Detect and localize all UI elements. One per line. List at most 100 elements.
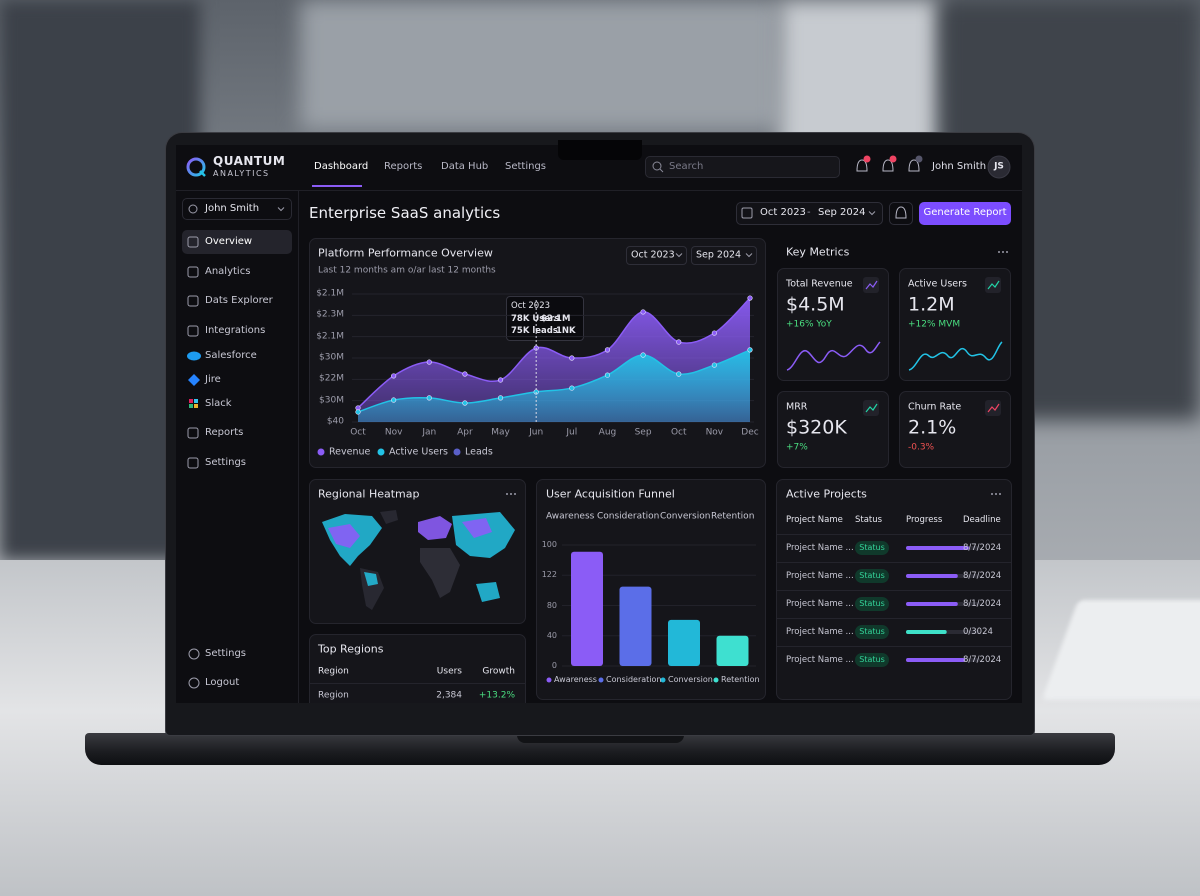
nav-item[interactable]: Settings [505,161,547,172]
metric-icon-glyph [987,403,1000,413]
metric-value: $320K [786,416,847,439]
progress-bar [906,574,958,578]
sidebar-item[interactable]: Overview [205,236,253,247]
section-title: User Acquisition Funnel [546,487,675,501]
legend-label: Leads [465,446,493,458]
point [391,397,397,403]
y-tick-label: $30M [319,395,344,406]
sidebar-item[interactable]: Settings [205,648,247,659]
search-box[interactable] [645,156,840,178]
sidebar-item[interactable]: Logout [205,677,240,688]
project-name[interactable]: Project Name ... [786,542,854,553]
funnel-tab[interactable]: Awareness [546,511,595,522]
nav-item[interactable]: Data Hub [441,161,489,172]
nav-item[interactable]: Reports [384,161,423,172]
sidebar-item[interactable]: Dats Explorer [205,295,273,306]
table-header: Growth [482,666,515,677]
filter-dropdown[interactable] [691,246,757,265]
y-tick-label: $2.1M [316,288,344,299]
point [462,371,468,377]
tooltip-text: 75K leads [511,325,558,336]
notification-icon [882,159,894,172]
filter-label[interactable]: Sep 2024 [696,249,742,261]
status-pill [855,625,889,639]
bar [571,551,603,666]
nav-item[interactable]: Dashboard [314,161,369,172]
date-from[interactable]: Oct 2023 [760,207,806,218]
workspace-name[interactable]: John Smith [205,203,260,214]
filter-label[interactable]: Oct 2023 [631,249,675,261]
x-tick-label: Aug [598,427,617,438]
search-icon [659,168,664,173]
map-region [420,548,460,598]
metric-label: MRR [786,401,808,413]
point [426,359,432,365]
status-label: Status [859,627,885,637]
table-cell: 2,384 [436,690,462,701]
x-tick-label: Dec [741,427,759,438]
generate-button[interactable] [919,202,1011,225]
sidebar-item[interactable]: Settings [205,457,247,468]
funnel-tab[interactable]: Retention [711,511,755,522]
legend-label: Retention [721,675,760,685]
legend-swatch [546,677,552,683]
filter-dropdown[interactable] [626,246,687,265]
bell-button[interactable] [889,202,913,225]
status-pill [855,597,889,611]
map-region [328,524,360,548]
deadline: 0/3024 [963,626,993,637]
map-region [364,572,378,586]
avatar-initials[interactable]: JS [994,161,1004,172]
x-tick-label: May [491,427,510,438]
more-icon [514,493,516,495]
status-pill [855,653,889,667]
sidebar-item[interactable]: Reports [205,427,244,438]
avatar [987,155,1011,179]
user-name[interactable]: John Smith [932,161,987,172]
date-to[interactable]: Sep 2024 [818,207,866,218]
more-icon [998,251,1000,253]
metric-label: Active Users [908,278,968,290]
point [355,409,361,415]
notification-badge [863,155,871,163]
notification-badge [889,155,897,163]
search-icon [652,161,662,171]
metric-icon-glyph [865,403,878,413]
funnel-tab[interactable]: Consideration [597,511,660,522]
metric-value: 2.1% [908,416,957,439]
map-region [418,516,452,540]
workspace-selector[interactable] [182,198,292,220]
sidebar-item[interactable]: Salesforce [205,350,257,361]
project-name[interactable]: Project Name ... [786,654,854,665]
funnel-tab[interactable]: Conversion [660,511,711,522]
sidebar-item[interactable]: Slack [205,398,232,409]
legend-swatch [453,448,461,456]
sidebar-item[interactable]: Analytics [205,266,251,277]
project-name[interactable]: Project Name ... [786,570,854,581]
row-divider [777,590,1011,591]
table-header: Region [318,666,349,677]
date-separator: - [807,207,811,218]
project-name[interactable]: Project Name ... [786,626,854,637]
metric-label: Total Revenue [786,278,853,290]
chevron [277,207,285,212]
sidebar-item[interactable]: Jire [205,374,221,385]
project-name[interactable]: Project Name ... [786,598,854,609]
sidebar-icon [187,266,199,278]
map-region [380,510,398,524]
table-cell: Region [318,690,349,701]
metric-value: $4.5M [786,293,845,316]
bar [668,619,700,666]
table-header: Deadline [963,514,1001,525]
generate-button-label[interactable]: Generate Report [923,207,1007,218]
sidebar-item[interactable]: Integrations [205,325,266,336]
legend-swatch [713,677,719,683]
y-tick-label: $30M [319,352,344,363]
date-range[interactable] [736,202,883,225]
sidebar-icon [187,236,199,248]
metric-change: +7% [786,442,808,453]
search-placeholder[interactable]: Search [669,161,704,172]
background-window [300,0,780,130]
y-tick-label: $22M [319,373,344,384]
